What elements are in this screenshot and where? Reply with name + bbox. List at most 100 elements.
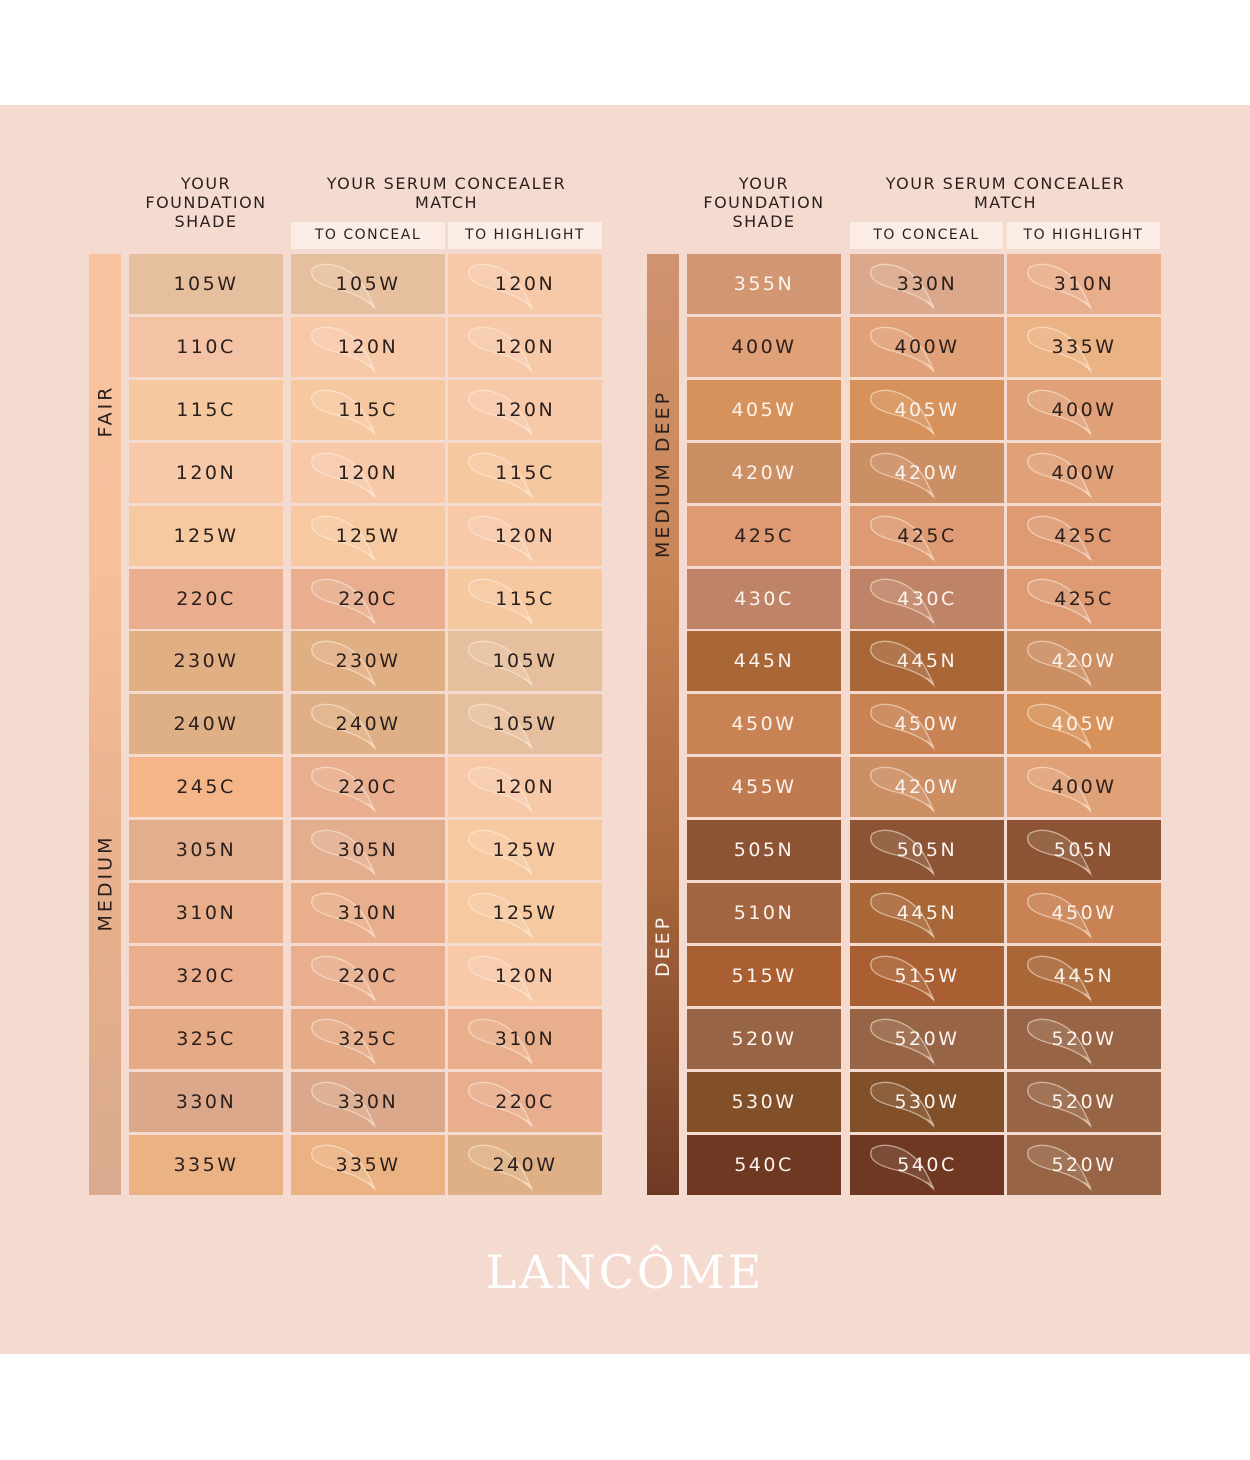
foundation-shade-cell: 105W bbox=[129, 254, 283, 314]
shade-code: 445N bbox=[896, 902, 958, 924]
shade-code: 330N bbox=[896, 273, 958, 295]
shade-code: 115C bbox=[176, 398, 236, 421]
foundation-shade-cell: 425C bbox=[687, 505, 841, 566]
concealer-swatch-stroke-icon bbox=[870, 1018, 936, 1067]
concealer-swatch-stroke-icon bbox=[1027, 452, 1093, 501]
to-conceal-subheader: TO CONCEAL bbox=[291, 222, 445, 249]
foundation-shade-cell: 240W bbox=[129, 694, 283, 755]
concealer-swatch-stroke-icon bbox=[1027, 892, 1093, 941]
shade-code: 120N bbox=[494, 524, 556, 547]
highlight-match-cell: 420W bbox=[1007, 631, 1161, 692]
shade-code: 425C bbox=[1054, 587, 1114, 610]
concealer-swatch-stroke-icon bbox=[468, 767, 534, 816]
shade-code: 310N bbox=[175, 902, 237, 924]
shade-code: 120N bbox=[494, 776, 556, 799]
concealer-swatch-stroke-icon bbox=[311, 767, 377, 816]
concealer-swatch-stroke-icon bbox=[468, 578, 534, 627]
shade-code: 400W bbox=[1051, 398, 1117, 421]
concealer-swatch-stroke-icon bbox=[468, 892, 534, 941]
shade-code: 505N bbox=[733, 839, 795, 862]
conceal-match-cell: 405W bbox=[850, 379, 1004, 440]
concealer-swatch-stroke-icon bbox=[311, 326, 377, 375]
concealer-swatch-stroke-icon bbox=[870, 263, 936, 312]
to-conceal-subheader: TO CONCEAL bbox=[850, 222, 1003, 249]
category-bar bbox=[647, 254, 679, 1195]
foundation-shade-cell: 400W bbox=[687, 316, 841, 377]
foundation-shade-cell: 325C bbox=[129, 1008, 283, 1069]
conceal-match-cell: 515W bbox=[850, 945, 1004, 1006]
shade-code: 530W bbox=[731, 1090, 797, 1113]
shade-code: 425C bbox=[734, 524, 794, 547]
highlight-match-cell: 115C bbox=[448, 442, 602, 503]
shade-code: 220C bbox=[338, 776, 398, 799]
conceal-match-cell: 330N bbox=[291, 1071, 445, 1132]
shade-code: 305N bbox=[175, 839, 237, 862]
concealer-swatch-stroke-icon bbox=[1027, 389, 1093, 438]
foundation-shade-cell: 320C bbox=[129, 945, 283, 1006]
foundation-shade-cell: 310N bbox=[129, 883, 283, 943]
foundation-shade-header: YOUR FOUNDATION SHADE bbox=[703, 174, 825, 231]
conceal-match-cell: 120N bbox=[291, 316, 445, 377]
foundation-shade-cell: 450W bbox=[687, 694, 841, 755]
concealer-swatch-stroke-icon bbox=[1027, 1081, 1093, 1130]
shade-code: 105W bbox=[173, 273, 239, 295]
concealer-swatch-stroke-icon bbox=[1027, 1018, 1093, 1067]
shade-code: 105W bbox=[492, 650, 558, 673]
concealer-swatch-stroke-icon bbox=[1027, 515, 1093, 564]
concealer-swatch-stroke-icon bbox=[468, 704, 534, 753]
concealer-swatch-stroke-icon bbox=[311, 515, 377, 564]
foundation-shade-cell: 520W bbox=[687, 1008, 841, 1069]
concealer-swatch-stroke-icon bbox=[1027, 829, 1093, 879]
category-label-medium-deep: MEDIUM DEEP bbox=[652, 390, 675, 559]
highlight-match-cell: 120N bbox=[448, 757, 602, 818]
conceal-match-cell: 400W bbox=[850, 316, 1004, 377]
highlight-match-cell: 520W bbox=[1007, 1134, 1161, 1195]
foundation-shade-cell: 330N bbox=[129, 1071, 283, 1132]
concealer-swatch-stroke-icon bbox=[311, 1018, 377, 1067]
shade-code: 125W bbox=[492, 839, 558, 862]
highlight-match-cell: 405W bbox=[1007, 694, 1161, 755]
conceal-match-cell: 105W bbox=[291, 254, 445, 314]
shade-code: 310N bbox=[494, 1027, 556, 1050]
foundation-shade-cell: 405W bbox=[687, 379, 841, 440]
shade-code: 455W bbox=[731, 776, 797, 799]
category-label-medium: MEDIUM bbox=[94, 834, 116, 932]
concealer-swatch-stroke-icon bbox=[468, 641, 534, 690]
concealer-swatch-stroke-icon bbox=[1027, 263, 1093, 312]
shade-code: 425C bbox=[1054, 524, 1114, 547]
shade-code: 405W bbox=[894, 398, 960, 421]
foundation-shade-cell: 530W bbox=[687, 1071, 841, 1132]
highlight-match-cell: 115C bbox=[448, 568, 602, 629]
highlight-match-cell: 125W bbox=[448, 883, 602, 943]
concealer-swatch-stroke-icon bbox=[870, 704, 936, 753]
highlight-match-cell: 120N bbox=[448, 945, 602, 1006]
shade-code: 240W bbox=[335, 713, 401, 736]
concealer-swatch-stroke-icon bbox=[870, 892, 936, 941]
concealer-match-header: YOUR SERUM CONCEALER MATCH bbox=[885, 174, 1126, 212]
shade-code: 240W bbox=[173, 713, 239, 736]
foundation-shade-cell: 115C bbox=[129, 379, 283, 440]
foundation-shade-cell: 455W bbox=[687, 757, 841, 818]
concealer-match-header: YOUR SERUM CONCEALER MATCH bbox=[326, 174, 567, 212]
concealer-swatch-stroke-icon bbox=[468, 515, 534, 564]
shade-code: 125W bbox=[173, 524, 239, 547]
foundation-shade-cell: 220C bbox=[129, 568, 283, 629]
concealer-swatch-stroke-icon bbox=[311, 892, 377, 941]
foundation-shade-cell: 305N bbox=[129, 820, 283, 881]
conceal-match-cell: 120N bbox=[291, 442, 445, 503]
concealer-swatch-stroke-icon bbox=[311, 263, 377, 312]
highlight-match-cell: 105W bbox=[448, 631, 602, 692]
shade-code: 355N bbox=[733, 273, 795, 295]
concealer-swatch-stroke-icon bbox=[311, 578, 377, 627]
shade-code: 120N bbox=[494, 964, 556, 987]
shade-code: 400W bbox=[731, 335, 797, 358]
highlight-match-cell: 220C bbox=[448, 1071, 602, 1132]
shade-code: 540C bbox=[897, 1153, 957, 1176]
shade-code: 230W bbox=[335, 650, 401, 673]
shade-code: 450W bbox=[1051, 902, 1117, 924]
highlight-match-cell: 125W bbox=[448, 820, 602, 881]
highlight-match-cell: 450W bbox=[1007, 883, 1161, 943]
conceal-match-cell: 125W bbox=[291, 505, 445, 566]
highlight-match-cell: 520W bbox=[1007, 1008, 1161, 1069]
shade-code: 310N bbox=[1053, 273, 1115, 295]
